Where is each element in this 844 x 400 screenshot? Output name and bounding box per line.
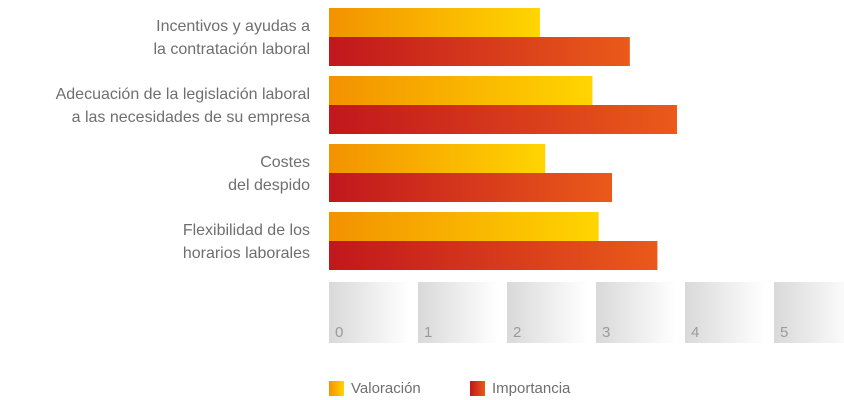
category-label: del despido <box>228 177 310 194</box>
category-label: a las necesidades de su empresa <box>72 109 310 126</box>
tick-box <box>418 282 498 343</box>
legend-label: Importancia <box>492 380 571 397</box>
x-tick-label: 0 <box>335 324 343 341</box>
bar <box>329 76 593 105</box>
bar <box>329 241 658 270</box>
tick-box <box>329 282 409 343</box>
x-tick-label: 3 <box>602 324 610 341</box>
bar <box>329 173 613 202</box>
category-label: horarios laborales <box>183 245 310 262</box>
legend-swatch <box>470 381 485 396</box>
category-label: Costes <box>260 154 310 171</box>
category-label: Flexibilidad de los <box>183 222 310 239</box>
bar <box>329 37 630 66</box>
bar <box>329 212 599 241</box>
tick-box <box>596 282 676 343</box>
x-tick-label: 4 <box>691 324 699 341</box>
tick-box <box>507 282 587 343</box>
legend-swatch <box>329 381 344 396</box>
legend-label: Valoración <box>351 380 421 397</box>
x-tick-label: 5 <box>780 324 788 341</box>
category-label: la contratación laboral <box>153 41 310 58</box>
bar <box>329 8 540 37</box>
bar <box>329 144 546 173</box>
tick-box <box>774 282 844 343</box>
category-label: Incentivos y ayudas a <box>156 18 310 35</box>
category-label: Adecuación de la legislación laboral <box>56 86 310 103</box>
x-tick-label: 2 <box>513 324 521 341</box>
x-tick-label: 1 <box>424 324 432 341</box>
tick-box <box>685 282 765 343</box>
bar <box>329 105 677 134</box>
